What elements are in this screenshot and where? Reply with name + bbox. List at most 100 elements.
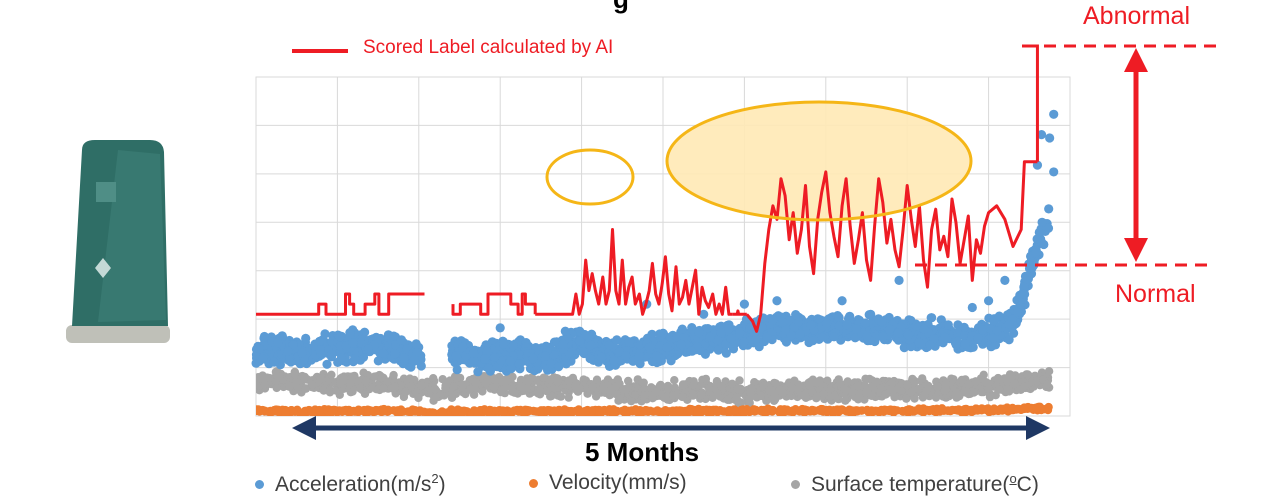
temperature-point xyxy=(1044,367,1054,376)
velocity-point xyxy=(997,405,1006,414)
acceleration-point xyxy=(903,330,913,340)
velocity-point xyxy=(652,407,661,416)
acceleration-point xyxy=(716,328,726,338)
temperature-point xyxy=(910,394,919,403)
acceleration-point xyxy=(716,321,726,331)
acceleration-point xyxy=(1012,307,1022,317)
acceleration-point xyxy=(612,335,622,345)
acceleration-point xyxy=(927,313,937,323)
sensor-logo-mark xyxy=(95,258,111,278)
acceleration-point xyxy=(705,332,715,342)
temperature-point xyxy=(931,393,941,402)
acceleration-point xyxy=(960,339,970,349)
temperature-point xyxy=(957,375,967,385)
acceleration-point xyxy=(850,333,860,343)
velocity-point xyxy=(609,407,618,416)
temperature-point xyxy=(572,384,582,394)
acceleration-point xyxy=(320,329,330,339)
acceleration-point xyxy=(635,340,645,350)
acceleration-point xyxy=(335,332,345,342)
acceleration-point xyxy=(389,331,399,341)
acceleration-point xyxy=(373,356,383,366)
temperature-point xyxy=(447,384,456,393)
acceleration-point xyxy=(554,362,564,372)
velocity-point xyxy=(560,407,569,416)
acceleration-point xyxy=(506,364,516,374)
temperature-point xyxy=(907,387,916,396)
acceleration-point xyxy=(322,359,332,369)
temperature-point xyxy=(977,387,986,397)
acceleration-point xyxy=(363,344,373,354)
acceleration-point xyxy=(624,337,635,347)
acceleration-point xyxy=(269,357,279,367)
temperature-point xyxy=(525,376,534,385)
acceleration-point xyxy=(762,332,772,342)
velocity-point xyxy=(412,407,421,416)
acceleration-point xyxy=(578,347,588,357)
scored-label-line xyxy=(535,228,733,316)
velocity-point xyxy=(904,405,914,414)
temperature-point xyxy=(615,394,624,403)
velocity-point xyxy=(926,405,935,415)
acceleration-point xyxy=(644,342,655,352)
temperature-point xyxy=(668,391,678,400)
temperature-point xyxy=(995,385,1004,394)
acceleration-point xyxy=(273,338,283,348)
velocity-point xyxy=(1020,404,1029,413)
acceleration-point xyxy=(458,342,468,352)
temperature-point xyxy=(627,397,636,406)
temperature-point xyxy=(862,386,872,395)
temperature-point xyxy=(300,372,309,382)
velocity-point xyxy=(1032,404,1041,413)
acceleration-point xyxy=(585,353,595,364)
acceleration-point xyxy=(862,331,872,341)
velocity-point xyxy=(397,407,406,416)
temperature-point xyxy=(697,390,706,400)
acceleration-point xyxy=(860,318,870,328)
temperature-point xyxy=(353,377,362,387)
acceleration-point xyxy=(621,351,631,361)
acceleration-point xyxy=(604,340,614,350)
temperature-point xyxy=(869,385,878,394)
velocity-point xyxy=(490,406,499,415)
acceleration-point xyxy=(687,324,697,334)
acceleration-point xyxy=(634,351,644,361)
temperature-point xyxy=(441,383,450,393)
temperature-point xyxy=(952,393,961,402)
temperature-point xyxy=(639,378,648,387)
acceleration-point xyxy=(959,322,969,332)
acceleration-point xyxy=(834,312,844,323)
acceleration-point xyxy=(967,302,977,313)
acceleration-point xyxy=(1004,335,1014,345)
temperature-point xyxy=(501,376,511,386)
acceleration-point xyxy=(1031,247,1041,258)
acceleration-point xyxy=(558,339,568,349)
acceleration-point xyxy=(751,334,761,344)
velocity-point xyxy=(632,406,641,416)
acceleration-point xyxy=(396,335,407,345)
legend-item-velocity: Velocity(mm/s) xyxy=(529,471,687,495)
temperature-point xyxy=(793,385,803,394)
temperature-point xyxy=(756,391,766,401)
temperature-point xyxy=(663,384,672,393)
velocity-point xyxy=(618,406,627,416)
velocity-point xyxy=(700,406,709,415)
acceleration-point xyxy=(699,309,709,319)
temperature-point xyxy=(588,382,597,392)
acceleration-point xyxy=(992,326,1003,336)
acceleration-point xyxy=(768,315,778,325)
legend-item-temperature: Surface temperature(oC) xyxy=(791,471,1039,497)
temperature-point xyxy=(733,384,742,394)
temperature-point xyxy=(670,383,680,392)
temperature-point xyxy=(841,396,850,405)
temperature-point xyxy=(688,391,698,400)
velocity-point xyxy=(830,407,839,416)
temperature-point xyxy=(704,384,714,393)
temperature-point xyxy=(735,376,744,385)
acceleration-point xyxy=(560,326,570,336)
acceleration-point xyxy=(791,310,801,320)
acceleration-point xyxy=(940,332,950,342)
temperature-point xyxy=(771,379,780,388)
temperature-point xyxy=(346,378,355,388)
